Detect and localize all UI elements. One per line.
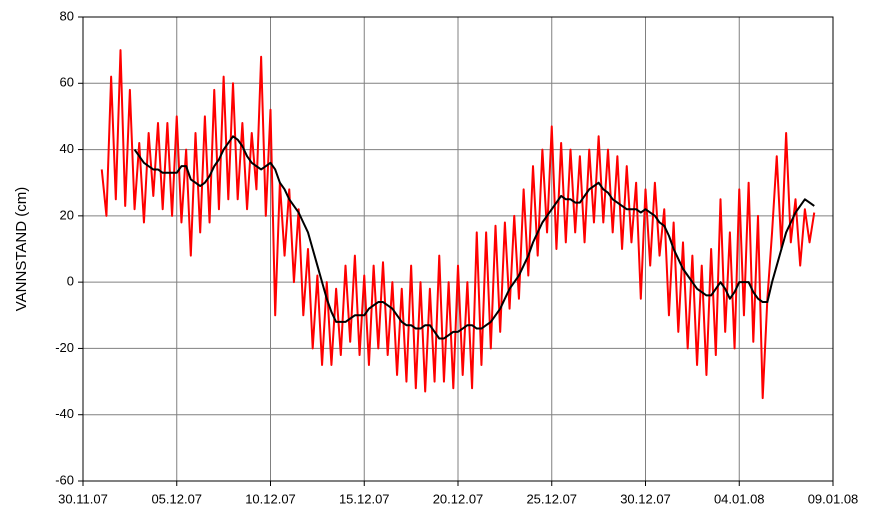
series-line bbox=[133, 135, 815, 340]
y-tick-label: -60 bbox=[55, 472, 74, 487]
x-tick-label: 10.12.07 bbox=[245, 491, 296, 506]
plot-border bbox=[82, 16, 834, 482]
y-tick-label: 60 bbox=[60, 75, 74, 90]
y-tick-label: 0 bbox=[67, 274, 74, 289]
y-tick-label: -20 bbox=[55, 340, 74, 355]
x-tick-label: 05.12.07 bbox=[151, 491, 202, 506]
x-tick-label: 25.12.07 bbox=[526, 491, 577, 506]
series-line bbox=[100, 49, 816, 400]
y-tick-label: -40 bbox=[55, 406, 74, 421]
x-tick-label: 15.12.07 bbox=[339, 491, 390, 506]
y-tick-label: 80 bbox=[60, 8, 74, 23]
y-tick-label: 20 bbox=[60, 207, 74, 222]
y-tick-label: 40 bbox=[60, 141, 74, 156]
x-tick-label: 04.01.08 bbox=[714, 491, 765, 506]
x-tick-label: 09.01.08 bbox=[808, 491, 859, 506]
x-tick-label: 20.12.07 bbox=[433, 491, 484, 506]
y-axis-label: VANNSTAND (cm) bbox=[13, 187, 30, 311]
x-tick-label: 30.11.07 bbox=[58, 491, 108, 506]
x-tick-label: 30.12.07 bbox=[620, 491, 671, 506]
